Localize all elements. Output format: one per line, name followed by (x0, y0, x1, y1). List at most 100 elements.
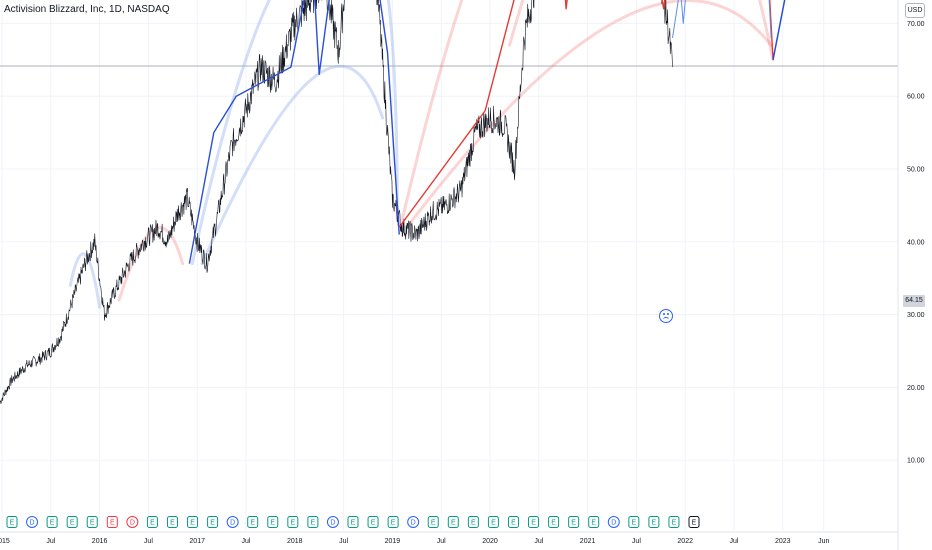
dividend-marker-icon (407, 516, 420, 528)
blue-arc (190, 0, 271, 266)
time-tick-label: 2021 (580, 538, 596, 545)
event-marker-label: E (210, 520, 215, 527)
time-tick-label: Jul (437, 538, 446, 545)
time-tick-label: Jul (632, 538, 641, 545)
time-tick-label: Jul (242, 538, 251, 545)
event-marker-label: D (130, 520, 135, 527)
event-marker-label: E (70, 520, 75, 527)
earnings-marker-icon (427, 516, 439, 528)
event-marker[interactable]: E (688, 516, 700, 528)
event-marker[interactable]: E (588, 516, 600, 528)
event-marker[interactable]: E (187, 516, 199, 528)
event-marker-label: E (170, 520, 175, 527)
event-marker-label: D (411, 520, 416, 527)
earnings-marker-icon (467, 516, 479, 528)
event-marker[interactable]: E (86, 516, 98, 528)
time-tick-label: 2015 (0, 538, 10, 545)
earnings-marker-icon (347, 516, 359, 528)
grid-lines (0, 0, 898, 530)
event-marker[interactable]: E (267, 516, 279, 528)
time-tick-label: 2019 (385, 538, 401, 545)
earnings-marker-icon (146, 516, 158, 528)
event-marker-label: E (531, 520, 536, 527)
price-tick-label: 60.00 (907, 94, 925, 101)
event-marker-label: E (672, 520, 677, 527)
earnings-marker-icon (447, 516, 459, 528)
event-marker-label: E (631, 520, 636, 527)
event-marker[interactable]: E (487, 516, 499, 528)
earnings-marker-icon (46, 516, 58, 528)
symbol-title[interactable]: Activision Blizzard, Inc, 1D, NASDAQ (4, 4, 170, 15)
price-tick-label: 40.00 (907, 239, 925, 246)
red-arc (758, 0, 775, 62)
event-marker[interactable]: E (367, 516, 379, 528)
event-marker[interactable]: D (26, 516, 39, 528)
event-marker[interactable]: E (166, 516, 178, 528)
earnings-marker-icon (688, 516, 700, 528)
earnings-marker-icon (668, 516, 680, 528)
blue-arc (386, 0, 399, 222)
red-zigzag-line (398, 0, 774, 228)
dividend-marker-icon (326, 516, 339, 528)
event-marker[interactable]: E (307, 516, 319, 528)
event-marker[interactable]: E (548, 516, 560, 528)
event-marker-label: E (190, 520, 195, 527)
event-marker-label: E (110, 520, 115, 527)
event-marker-label: E (150, 520, 155, 527)
event-marker-label: D (330, 520, 335, 527)
earnings-marker-icon (207, 516, 219, 528)
event-marker[interactable]: E (387, 516, 399, 528)
time-tick-label: 2018 (287, 538, 303, 545)
event-marker[interactable]: E (106, 516, 118, 528)
event-marker[interactable]: D (226, 516, 239, 528)
price-tick-label: 70.00 (907, 21, 925, 28)
event-marker[interactable]: E (568, 516, 580, 528)
price-tick-label: 30.00 (907, 312, 925, 319)
event-marker[interactable]: E (467, 516, 479, 528)
price-series (0, 0, 673, 404)
event-marker[interactable]: E (427, 516, 439, 528)
sad-face-icon (659, 309, 673, 323)
price-axis: 140.00130.00120.00110.00100.0090.0080.00… (897, 0, 925, 550)
event-marker[interactable]: D (126, 516, 139, 528)
event-marker[interactable]: D (407, 516, 420, 528)
earnings-marker-icon (66, 516, 78, 528)
event-marker[interactable]: D (607, 516, 620, 528)
event-marker[interactable]: E (507, 516, 519, 528)
time-tick-label: Jul (46, 538, 55, 545)
event-marker[interactable]: E (287, 516, 299, 528)
event-marker[interactable]: E (528, 516, 540, 528)
event-marker[interactable]: D (326, 516, 339, 528)
currency-button[interactable]: USD (905, 3, 925, 18)
event-marker[interactable]: E (347, 516, 359, 528)
event-marker[interactable]: E (6, 516, 18, 528)
event-marker[interactable]: E (648, 516, 660, 528)
event-marker-label: E (250, 520, 255, 527)
event-marker[interactable]: E (46, 516, 58, 528)
event-marker-label: D (30, 520, 35, 527)
time-tick-label: Jun (818, 538, 829, 545)
event-marker-label: E (50, 520, 55, 527)
dividend-marker-icon (226, 516, 239, 528)
earnings-marker-icon (86, 516, 98, 528)
earnings-marker-icon (528, 516, 540, 528)
event-marker[interactable]: E (66, 516, 78, 528)
event-marker-label: E (10, 520, 15, 527)
event-marker[interactable]: E (146, 516, 158, 528)
event-marker-label: E (652, 520, 657, 527)
event-marker-label: E (311, 520, 316, 527)
event-marker-label: E (491, 520, 496, 527)
event-marker[interactable]: E (668, 516, 680, 528)
price-series-line (0, 0, 673, 404)
red-arc (400, 0, 464, 222)
drawing-tools (188, 0, 786, 264)
event-marker[interactable]: E (628, 516, 640, 528)
event-marker[interactable]: E (207, 516, 219, 528)
event-marker-label: E (692, 520, 697, 527)
blue-zigzag-line (188, 0, 400, 264)
event-marker[interactable]: E (247, 516, 259, 528)
earnings-marker-icon (187, 516, 199, 528)
event-marker[interactable]: E (447, 516, 459, 528)
